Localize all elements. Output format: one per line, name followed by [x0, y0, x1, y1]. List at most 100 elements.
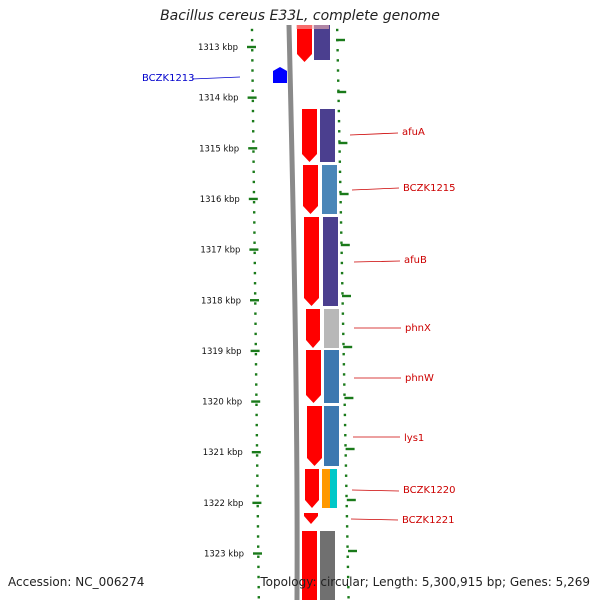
guide-minor-tick: [347, 596, 350, 599]
guide-minor-tick: [338, 150, 341, 153]
guide-minor-tick: [342, 352, 345, 356]
guide-major-tick: [339, 192, 349, 196]
ruler-major-tick: [251, 451, 261, 454]
ruler-minor-tick: [254, 352, 258, 356]
topology-text: Topology: circular; Length: 5,300,915 bp…: [260, 575, 590, 589]
guide-major-tick: [348, 549, 357, 553]
ruler-minor-tick: [252, 130, 255, 133]
gene-label-afua: afuA: [402, 127, 425, 138]
guide-minor-tick: [345, 525, 349, 528]
gene-arrow: [302, 531, 317, 600]
guide-minor-tick: [339, 211, 343, 214]
ruler-minor-tick: [255, 454, 259, 457]
ruler-minor-tick: [256, 484, 259, 488]
ruler-minor-tick: [253, 261, 256, 265]
ruler-minor-tick: [255, 403, 258, 407]
ruler-labels: 1313 kbp 1314 kbp 1315 kbp 1316 kbp 1317 kbp…: [198, 43, 244, 560]
ruler-minor-tick: [251, 119, 255, 123]
ruler-major-tick: [251, 400, 261, 403]
ruler-minor-tick: [255, 383, 258, 386]
gene-label-bczk1220: BCZK1220: [403, 485, 456, 496]
guide-minor-tick: [336, 59, 340, 62]
gene-arrow: [303, 165, 318, 214]
ruler-major-tick: [252, 501, 262, 505]
ruler-minor-tick: [251, 79, 254, 82]
gene-label-leader: [191, 76, 241, 80]
gene-arrow: [304, 217, 319, 306]
guide-minor-tick: [346, 545, 349, 548]
ruler-minor-tick: [252, 180, 256, 184]
guide-major-tick: [342, 294, 351, 298]
guide-minor-tick: [337, 99, 340, 103]
guide-minor-tick: [337, 119, 341, 123]
ruler-major-tick: [253, 552, 262, 555]
ruler-minor-tick: [252, 160, 255, 163]
ruler-minor-tick: [252, 150, 255, 153]
guide-minor-tick: [338, 160, 342, 163]
ruler-minor-tick: [256, 494, 259, 498]
ruler-minor-tick: [253, 251, 256, 255]
ruler-minor-tick: [255, 434, 259, 437]
guide-minor-tick: [338, 170, 342, 174]
ruler-label: 1316 kbp: [200, 195, 240, 205]
ruler-label: 1315 kbp: [199, 144, 239, 154]
ruler-major-tick: [248, 197, 258, 201]
ruler-label: 1322 kbp: [203, 499, 243, 509]
gene-label-phnx: phnX: [405, 323, 431, 334]
gene-arrow: [305, 469, 319, 508]
ruler-minor-tick: [252, 201, 256, 204]
gene-label-bczk1221: BCZK1221: [402, 515, 455, 526]
gene-label-leader: [353, 260, 401, 263]
gene-arrow: [307, 406, 322, 466]
ruler-minor-tick: [255, 393, 258, 396]
guide-minor-tick: [341, 292, 344, 295]
guide-minor-tick: [343, 423, 347, 427]
ruler-minor-tick: [251, 109, 255, 113]
cog-block: [330, 469, 337, 508]
cog-block: [322, 165, 337, 214]
fade-top: [296, 25, 329, 29]
cog-block: [320, 109, 335, 162]
guide-minor-tick: [344, 444, 347, 447]
guide-minor-tick: [339, 221, 343, 224]
gene-label-leader: [349, 132, 399, 136]
ruler-major-tick: [250, 349, 260, 353]
gene-tracks: [273, 25, 339, 600]
guide-minor-tick: [342, 363, 346, 366]
guide-minor-tick: [336, 49, 339, 52]
guide-major-tick: [337, 90, 347, 94]
guide-minor-tick: [340, 231, 343, 234]
guide-minor-tick: [337, 109, 341, 113]
guide-minor-tick: [340, 261, 344, 265]
ruler-minor-tick: [256, 464, 259, 467]
guide-minor-tick: [345, 494, 348, 498]
cog-block: [320, 531, 335, 600]
ruler-label: 1321 kbp: [203, 448, 243, 458]
cog-block: [322, 469, 330, 508]
guide-major-tick: [343, 345, 353, 349]
ruler-minor-tick: [253, 271, 257, 275]
guide-major-tick: [346, 498, 356, 502]
ruler-minor-tick: [257, 565, 260, 569]
cog-block: [324, 309, 339, 348]
gene-label-leader: [350, 518, 399, 521]
ruler-minor-tick: [251, 89, 254, 92]
guide-minor-tick: [341, 282, 344, 285]
ruler-dots: [247, 28, 357, 599]
guide-minor-tick: [336, 69, 340, 72]
ruler-label: 1317 kbp: [200, 246, 240, 256]
guide-minor-tick: [343, 393, 346, 396]
gene-label-afub: afuB: [404, 255, 427, 266]
guide-minor-tick: [340, 251, 343, 255]
guide-minor-tick: [341, 302, 344, 305]
guide-minor-tick: [346, 565, 350, 569]
ruler-minor-tick: [250, 28, 254, 32]
gene-arrow: [302, 109, 317, 162]
ruler-minor-tick: [251, 49, 254, 52]
guide-major-tick: [345, 447, 355, 451]
guide-minor-tick: [342, 342, 345, 346]
ruler-minor-tick: [251, 99, 255, 103]
gene-arrow: [306, 350, 321, 403]
guide-major-tick: [338, 141, 348, 145]
